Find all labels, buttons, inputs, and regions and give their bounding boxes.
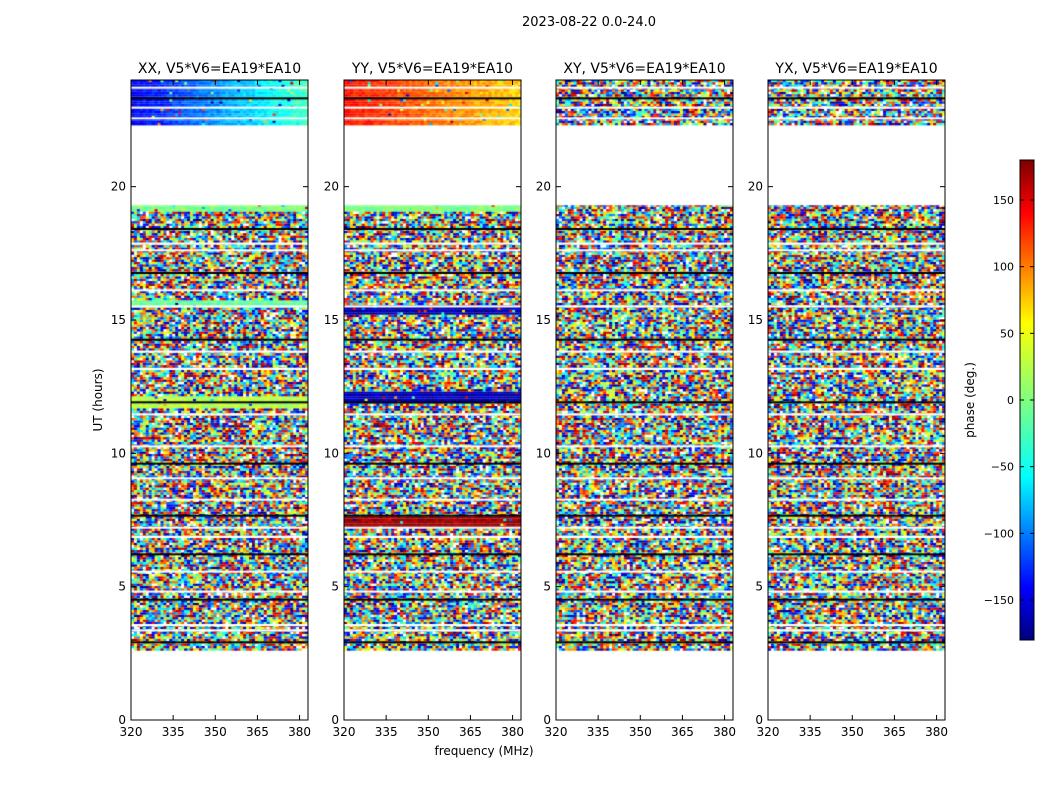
y-tick-label: 0 xyxy=(331,713,339,727)
panel-frame xyxy=(343,79,522,721)
y-tick-label: 10 xyxy=(111,446,126,460)
y-tick-label: 5 xyxy=(331,580,339,594)
panel-yx: YX, V5*V6=EA19*EA10 0 5 10 15 20 320 335 350 365 3… xyxy=(748,61,948,739)
y-tick-label: 5 xyxy=(543,580,551,594)
y-tick-label: 10 xyxy=(324,446,339,460)
y-tick-label: 0 xyxy=(543,713,551,727)
panel-xy: XY, V5*V6=EA19*EA10 0 5 10 15 20 320 335 350 365 3… xyxy=(536,61,736,739)
colorbar-tick-label: −50 xyxy=(991,461,1014,474)
y-tick-label: 0 xyxy=(118,713,126,727)
x-tick-label: 380 xyxy=(713,725,736,739)
panel-heatmap xyxy=(131,80,308,720)
y-tick-label: 15 xyxy=(748,313,763,327)
panel-heatmap xyxy=(768,80,945,720)
x-tick-label: 335 xyxy=(799,725,822,739)
colorbar-tick-label: 0 xyxy=(1007,394,1014,407)
x-tick-label: 320 xyxy=(545,725,568,739)
panel-title: XY, V5*V6=EA19*EA10 xyxy=(563,61,725,77)
y-tick-label: 20 xyxy=(536,180,551,194)
x-tick-label: 320 xyxy=(757,725,780,739)
y-tick-label: 5 xyxy=(755,580,763,594)
panel-yy: YY, V5*V6=EA19*EA10 0 5 10 15 20 320 335 350 365 3… xyxy=(324,61,524,739)
x-tick-label: 365 xyxy=(671,725,694,739)
y-tick-label: 15 xyxy=(324,313,339,327)
figure-title: 2023-08-22 0.0-24.0 xyxy=(522,15,656,30)
y-tick-label: 10 xyxy=(748,446,763,460)
x-tick-label: 365 xyxy=(459,725,482,739)
x-tick-label: 335 xyxy=(162,725,185,739)
colorbar-tick-label: −100 xyxy=(984,527,1014,540)
y-tick-label: 15 xyxy=(111,313,126,327)
x-tick-label: 335 xyxy=(375,725,398,739)
panel-heatmap xyxy=(556,80,733,720)
panel-heatmap xyxy=(344,80,521,720)
panel-frame xyxy=(767,79,946,721)
colorbar-tick-label: −150 xyxy=(984,594,1014,607)
colorbar-tick-label: 100 xyxy=(993,261,1014,274)
y-tick-label: 5 xyxy=(118,580,126,594)
x-tick-label: 380 xyxy=(925,725,948,739)
panel-title: YX, V5*V6=EA19*EA10 xyxy=(774,61,937,77)
y-tick-label: 10 xyxy=(536,446,551,460)
x-axis-label: frequency (MHz) xyxy=(434,744,533,758)
y-tick-label: 0 xyxy=(755,713,763,727)
y-tick-label: 15 xyxy=(536,313,551,327)
x-tick-label: 380 xyxy=(501,725,524,739)
y-axis-label: UT (hours) xyxy=(91,368,105,431)
x-tick-label: 320 xyxy=(333,725,356,739)
x-tick-label: 320 xyxy=(120,725,143,739)
x-tick-label: 350 xyxy=(841,725,864,739)
colorbar: phase (deg.) −150 −100 −50 0 50 100 150 xyxy=(963,159,1035,641)
y-tick-label: 20 xyxy=(111,180,126,194)
panel-title: XX, V5*V6=EA19*EA10 xyxy=(138,61,301,77)
x-tick-label: 365 xyxy=(883,725,906,739)
panels-group: XX, V5*V6=EA19*EA10 0 5 10 15 20 320 335 350 365 3… xyxy=(111,61,948,739)
x-tick-label: 380 xyxy=(288,725,311,739)
panel-frame xyxy=(130,79,309,721)
panel-frame xyxy=(555,79,734,721)
x-tick-label: 365 xyxy=(246,725,269,739)
x-tick-label: 350 xyxy=(417,725,440,739)
colorbar-label: phase (deg.) xyxy=(963,362,977,438)
panel-title: YY, V5*V6=EA19*EA10 xyxy=(351,61,513,77)
colorbar-tick-label: 150 xyxy=(993,194,1014,207)
panel-xx: XX, V5*V6=EA19*EA10 0 5 10 15 20 320 335 350 365 3… xyxy=(111,61,311,739)
y-tick-label: 20 xyxy=(324,180,339,194)
y-tick-label: 20 xyxy=(748,180,763,194)
x-tick-label: 350 xyxy=(629,725,652,739)
x-tick-label: 350 xyxy=(204,725,227,739)
colorbar-tick-label: 50 xyxy=(1000,327,1014,340)
x-tick-label: 335 xyxy=(587,725,610,739)
